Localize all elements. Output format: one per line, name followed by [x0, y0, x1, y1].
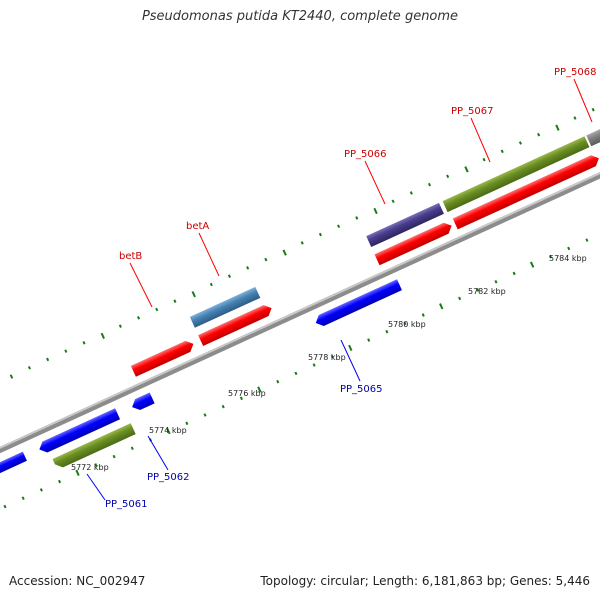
label-leaders-plus — [129, 78, 593, 308]
cds-beta[interactable] — [198, 303, 274, 346]
gene-pp5066-slate[interactable] — [366, 202, 444, 248]
cds-pp5061[interactable] — [37, 408, 121, 455]
gene-pp5067-olive[interactable] — [442, 136, 590, 213]
tick-label-5778: 5778 kbp — [308, 353, 346, 362]
tick-label-5782: 5782 kbp — [468, 287, 506, 296]
gene-beta-steelblue[interactable] — [189, 286, 261, 328]
tick-label-5784: 5784 kbp — [549, 254, 587, 263]
genome-title: Pseudomonas putida KT2440, complete geno… — [141, 9, 459, 24]
label-pp5068: PP_5068 — [554, 67, 597, 78]
tick-label-5780: 5780 kbp — [388, 320, 426, 329]
label-pp5061: PP_5061 — [105, 499, 148, 510]
cds-betb[interactable] — [130, 338, 196, 377]
cds-pp5066[interactable] — [374, 220, 455, 266]
outer-tick-row — [9, 107, 595, 379]
accession-text: Accession: NC_002947 — [9, 574, 146, 588]
cds-pp5067[interactable] — [452, 153, 600, 230]
genome-summary-text: Topology: circular; Length: 6,181,863 bp… — [260, 574, 590, 588]
cds-pp5065[interactable] — [313, 279, 402, 328]
gene-pp5068-gray[interactable] — [586, 110, 600, 147]
cds-small-minus[interactable] — [130, 392, 155, 412]
label-leaders-minus — [86, 339, 361, 501]
gene-pp5062-olive[interactable] — [52, 423, 136, 470]
label-pp5062: PP_5062 — [147, 472, 190, 483]
genome-backbone-highlight — [0, 147, 600, 466]
tick-label-5776: 5776 kbp — [228, 389, 266, 398]
genome-backbone — [0, 147, 600, 470]
label-pp5065: PP_5065 — [340, 384, 383, 395]
label-pp5066: PP_5066 — [344, 149, 387, 160]
label-pp5067: PP_5067 — [451, 106, 494, 117]
cds-minus-edge[interactable] — [0, 451, 27, 482]
tick-label-5774: 5774 kbp — [149, 426, 187, 435]
label-betb: betB — [119, 251, 142, 262]
tick-label-5772: 5772 kbp — [71, 463, 109, 472]
label-beta: betA — [186, 221, 209, 232]
